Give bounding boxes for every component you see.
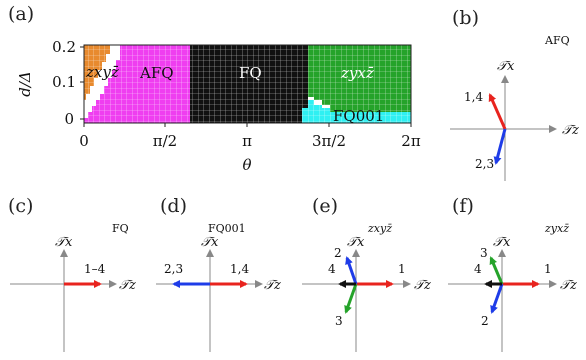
panel-e-vector-label-3: 3 [335, 314, 343, 328]
panel-label-b: (b) [452, 7, 479, 29]
panel-b-vector-2 [493, 128, 507, 165]
y-tick-1: 0.1 [52, 73, 76, 91]
x-tick-1: π/2 [153, 132, 177, 150]
panel-f-axis-x: 𝒯x [493, 235, 511, 250]
panel-d-vector-label-2: 2,3 [164, 262, 183, 276]
y-tick-2: 0.2 [52, 38, 76, 56]
region-label-fq: FQ [239, 64, 262, 82]
y-tick-0: 0 [64, 110, 74, 128]
panel-b-vector-1 [488, 93, 507, 130]
panel-label-c: (c) [8, 195, 33, 217]
panel-e-vector-label-2: 2 [334, 246, 342, 260]
panel-f-vector-2 [490, 283, 504, 314]
panel-f-vector-label-4: 4 [474, 262, 482, 276]
panel-e-axis-x: 𝒯x [347, 235, 365, 250]
panel-d-vector-label-1: 1,4 [230, 262, 249, 276]
y-tick-marks [80, 46, 84, 120]
panel-d-axis-x: 𝒯x [201, 235, 219, 250]
region-label-zyxz: zyxz̄ [340, 64, 374, 82]
panel-label-f: (f) [452, 195, 474, 217]
phase-diagram: zxyz̄ AFQ FQ zyxz̄ FQ001 0 π/2 π 3π/2 2π… [16, 38, 421, 174]
panel-e-vector-3 [344, 283, 358, 314]
panel-label-a: (a) [8, 3, 34, 25]
panel-f-axes [448, 249, 557, 352]
panel-e-title: zxyz̄ [367, 222, 392, 235]
panel-e-vector-label-1: 1 [398, 262, 406, 276]
panel-d-axis-z: 𝒯z [264, 278, 281, 293]
panel-f-vector-label-2: 2 [481, 314, 489, 328]
panel-e-vector-label-4: 4 [328, 262, 336, 276]
panel-b-vector-label-2: 2,3 [475, 157, 494, 171]
panel-f-vector-label-3: 3 [480, 246, 488, 260]
panel-b-axis-z: 𝒯z [562, 123, 579, 138]
panel-f-axis-z: 𝒯z [560, 278, 577, 293]
x-tick-marks [83, 123, 412, 127]
x-tick-2: π [242, 132, 252, 150]
x-tick-4: 2π [401, 132, 421, 150]
x-tick-0: 0 [79, 132, 89, 150]
panel-c-vector-label-1: 1–4 [84, 262, 106, 276]
panel-e-axis-z: 𝒯z [414, 278, 431, 293]
region-label-fq001: FQ001 [333, 107, 384, 125]
panel-b-title: AFQ [544, 34, 570, 47]
grid-overlay [84, 45, 411, 123]
x-axis-label: θ [242, 156, 251, 174]
panel-e-axes [302, 249, 411, 352]
y-axis-label: d/Δ [16, 71, 34, 97]
panel-label-d: (d) [160, 195, 187, 217]
region-label-zxyz: zxyz̄ [85, 63, 119, 81]
panel-e-vector-2 [345, 256, 358, 285]
panel-f-vector-label-1: 1 [544, 262, 552, 276]
panel-d-title: FQ001 [208, 222, 246, 235]
panel-label-e: (e) [312, 195, 338, 217]
panel-c-axis-z: 𝒯z [119, 278, 136, 293]
panel-f-vector-3 [489, 256, 504, 285]
panel-b-vector-label-1: 1,4 [464, 90, 483, 104]
panel-c-title: FQ [112, 222, 129, 235]
panel-c-axis-x: 𝒯x [55, 235, 73, 250]
panel-f-title: zyxz̄ [544, 222, 569, 235]
x-tick-3: 3π/2 [312, 132, 346, 150]
region-label-afq: AFQ [139, 64, 174, 82]
panel-b-axis-x: 𝒯x [497, 59, 515, 74]
